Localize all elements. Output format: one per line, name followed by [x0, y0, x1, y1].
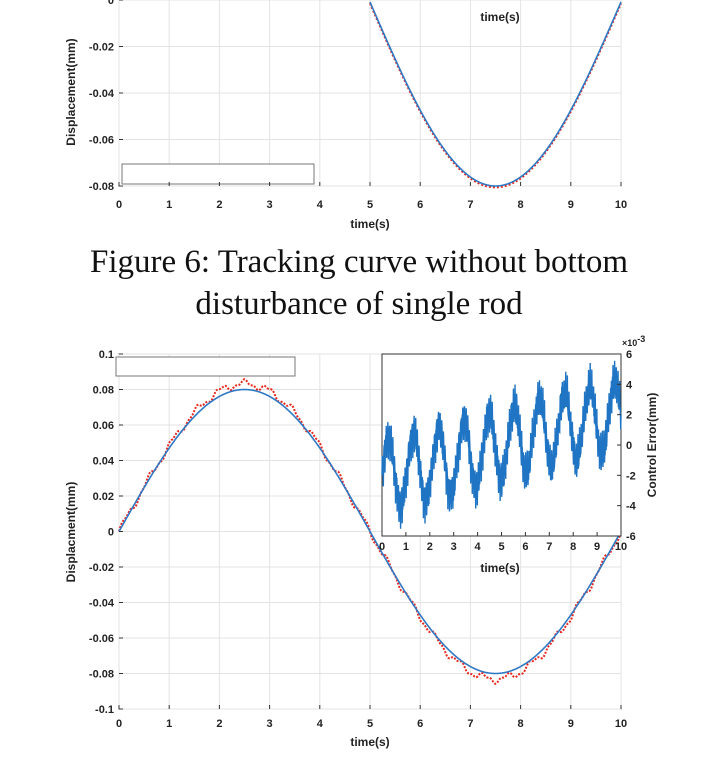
- inset-chart: 0 1 2 3 4 5 6 7 8 9 10 6 4 2 0 -2 -4 -6 time(s) Control …: [379, 334, 659, 575]
- x-tick-label: 5: [367, 718, 373, 730]
- bottom-tracking-curve: [118, 388, 622, 675]
- y-tick-label: 0: [108, 527, 114, 539]
- top-inset-x-axis-label: time(s): [480, 10, 519, 24]
- x-tick-label: 8: [518, 718, 524, 730]
- top-grid: [118, 0, 622, 187]
- y-tick-label: -0.08: [89, 181, 114, 193]
- bottom-lines: [118, 378, 622, 685]
- x-tick-label: 4: [317, 718, 324, 730]
- x-tick-label: 7: [467, 199, 473, 211]
- inset-y-ticks: 6 4 2 0 -2 -4 -6: [617, 349, 637, 543]
- top-x-axis-label: time(s): [350, 217, 389, 231]
- x-tick-label: 5: [367, 199, 373, 211]
- y-tick-label: -0.02: [89, 42, 114, 54]
- x-tick-label: 1: [403, 541, 409, 553]
- bottom-y-ticks: 0.1 0.08 0.06 0.04 0.02 0 -0.02 -0.04 -0.06 -0.08…: [89, 349, 123, 716]
- x-tick-label: 7: [467, 718, 473, 730]
- top-y-ticks: 0 -0.02 -0.04 -0.06 -0.08: [89, 0, 123, 193]
- x-tick-label: 8: [570, 541, 576, 553]
- x-tick-label: 3: [267, 199, 273, 211]
- inset-error-curve: [381, 360, 622, 529]
- y-tick-label: -0.06: [89, 633, 114, 645]
- y-tick-label: 0.06: [93, 420, 114, 432]
- y-tick-label: 2: [626, 410, 632, 422]
- x-tick-label: 1: [166, 199, 172, 211]
- x-tick-label: 3: [451, 541, 457, 553]
- y-tick-label: 0.02: [93, 491, 114, 503]
- x-tick-label: 10: [615, 541, 627, 553]
- inset-x-ticks: 0 1 2 3 4 5 6 7 8 9 10: [379, 532, 627, 553]
- y-tick-label: -0.04: [89, 598, 115, 610]
- y-tick-label: -0.06: [89, 135, 114, 147]
- x-tick-label: 10: [615, 718, 627, 730]
- bottom-y-axis-label: Displacment(mm): [64, 482, 78, 583]
- figure-caption-line-2: disturbance of single rod: [195, 286, 523, 322]
- y-tick-label: 0: [626, 440, 632, 452]
- y-tick-label: -0.08: [89, 669, 114, 681]
- x-tick-label: 2: [216, 718, 222, 730]
- bottom-x-ticks: 0 1 2 3 4 5 6 7 8 9 10: [116, 705, 627, 730]
- top-y-axis-label: Displacement(mm): [64, 38, 78, 145]
- x-tick-label: 9: [568, 199, 574, 211]
- top-x-ticks: 0 1 2 3 4 5 6 7 8 9 10: [116, 182, 627, 211]
- y-tick-label: 0.08: [93, 385, 114, 397]
- x-tick-label: 2: [427, 541, 433, 553]
- x-tick-label: 0: [379, 541, 385, 553]
- y-tick-label: 0.1: [99, 349, 114, 361]
- bottom-x-axis-label: time(s): [350, 735, 389, 749]
- x-tick-label: 10: [615, 199, 627, 211]
- x-tick-label: 6: [417, 199, 423, 211]
- x-tick-label: 4: [317, 199, 324, 211]
- x-tick-label: 6: [522, 541, 528, 553]
- y-tick-label: -0.02: [89, 562, 114, 574]
- x-tick-label: 9: [594, 541, 600, 553]
- inset-lines: [381, 360, 622, 529]
- inset-y-axis-label: Control Error(mm): [645, 393, 659, 498]
- y-tick-label: -2: [626, 470, 636, 482]
- figure-caption-line-1: Figure 6: Tracking curve without bottom: [89, 244, 629, 280]
- y-tick-label: 4: [626, 379, 633, 391]
- x-tick-label: 3: [267, 718, 273, 730]
- y-tick-label: 0: [108, 0, 114, 7]
- top-legend-box: [121, 163, 315, 185]
- top-chart: 0 1 2 3 4 5 6 7 8 9 10 0 -0.02 -0.04 -0.06 -0.08 time(…: [64, 0, 627, 231]
- bottom-legend-box: [115, 356, 296, 377]
- y-tick-label: -6: [626, 531, 636, 543]
- top-tracking-curve: [369, 1, 622, 187]
- x-tick-label: 0: [116, 199, 122, 211]
- x-tick-label: 4: [475, 541, 482, 553]
- top-lines: [369, 1, 622, 189]
- x-tick-label: 6: [417, 718, 423, 730]
- y-tick-label: -0.04: [89, 88, 115, 100]
- inset-x-axis-label: time(s): [480, 561, 519, 575]
- inset-y-multiplier-exp: -3: [637, 334, 645, 344]
- inset-y-multiplier: ×10-3: [622, 334, 645, 348]
- x-tick-label: 7: [546, 541, 552, 553]
- x-tick-label: 8: [518, 199, 524, 211]
- x-tick-label: 2: [216, 199, 222, 211]
- x-tick-label: 9: [568, 718, 574, 730]
- bottom-chart: 0 1 2 3 4 5 6 7 8 9 10 0.10.080.060.040.020-0.02-0…: [64, 334, 659, 749]
- y-tick-label: 6: [626, 349, 632, 361]
- x-tick-label: 0: [116, 718, 122, 730]
- y-tick-label: -0.1: [95, 704, 114, 716]
- y-tick-label: -4: [626, 501, 637, 513]
- inset-y-multiplier-base: ×10: [622, 338, 637, 348]
- x-tick-label: 1: [166, 718, 172, 730]
- y-tick-label: 0.04: [93, 456, 115, 468]
- x-tick-label: 5: [498, 541, 504, 553]
